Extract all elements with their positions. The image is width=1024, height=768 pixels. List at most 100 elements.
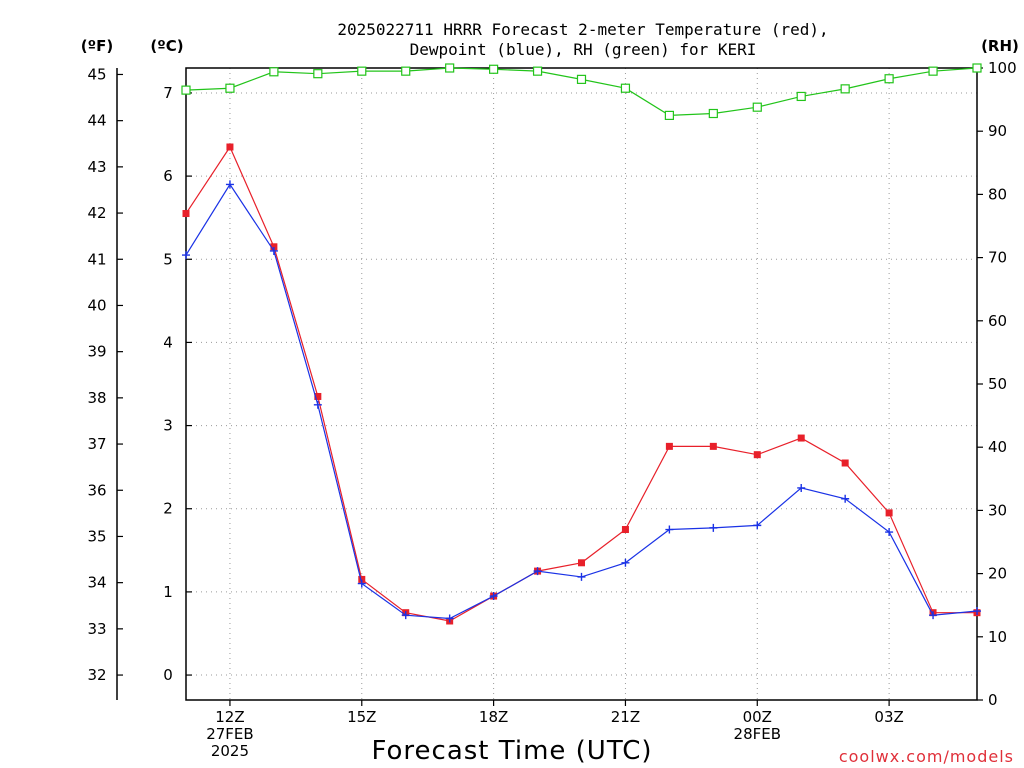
rh-point (928, 66, 938, 76)
rh-point (532, 66, 543, 76)
rh-tick-label: 0 (988, 691, 998, 709)
fahrenheit-tick-label: 36 (87, 481, 106, 499)
series-temperature (182, 143, 981, 625)
rh-axis-unit: (RH) (981, 37, 1019, 55)
rh-point (489, 64, 499, 74)
celsius-tick-label: 3 (163, 417, 173, 435)
rh-tick-label: 90 (988, 122, 1007, 140)
rh-tick-label: 60 (988, 312, 1007, 330)
fahrenheit-tick-label: 41 (87, 250, 106, 268)
rh-point (884, 74, 894, 84)
rh-point (576, 74, 587, 84)
dewpoint-point (269, 246, 278, 255)
rh-tick-label: 80 (988, 185, 1007, 203)
rh-tick-label: 30 (988, 501, 1007, 519)
series-line-dewpoint (185, 183, 978, 620)
dewpoint-point (225, 180, 234, 189)
temperature-point (578, 559, 585, 567)
rh-point (225, 83, 235, 93)
rh-point (796, 91, 806, 102)
fahrenheit-tick-label: 39 (87, 343, 106, 361)
x-axis-title: Forecast Time (UTC) (371, 736, 652, 766)
celsius-tick-label: 5 (163, 250, 173, 268)
temperature-point (314, 392, 322, 400)
fahrenheit-axis-unit: (ºF) (81, 37, 113, 55)
temperature-point (358, 575, 366, 583)
dewpoint-point (445, 614, 454, 623)
dewpoint-point (841, 494, 850, 503)
grid-lines (186, 68, 977, 700)
temperature-point (797, 434, 805, 442)
rh-point (620, 83, 631, 93)
rh-tick-label: 20 (988, 565, 1007, 583)
x-tick-label: 03Z (874, 708, 903, 726)
dewpoint-point (577, 572, 586, 581)
dewpoint-point (313, 400, 322, 409)
x-tick-label: 18Z (479, 708, 508, 726)
temperature-point (665, 442, 673, 450)
celsius-tick-label: 4 (163, 333, 173, 351)
plot-frame (185, 67, 978, 701)
fahrenheit-tick-label: 38 (87, 389, 106, 407)
rh-tick-label: 40 (988, 438, 1007, 456)
series-line-temperature (185, 145, 977, 622)
dewpoint-point (182, 251, 190, 260)
chart-title-line-2: Dewpoint (blue), RH (green) for KERI (410, 40, 757, 59)
temperature-point (841, 459, 849, 467)
fahrenheit-tick-label: 34 (87, 574, 106, 592)
dewpoint-point (489, 592, 498, 601)
x-tick-label: 00Z (743, 708, 772, 726)
dewpoint-point (885, 528, 894, 537)
dewpoint-point (401, 611, 410, 620)
rh-tick-label: 100 (988, 59, 1017, 77)
series-layer (181, 63, 982, 625)
temperature-point (709, 442, 717, 450)
chart-title-line-1: 2025022711 HRRR Forecast 2-meter Tempera… (337, 20, 828, 39)
rh-point (313, 69, 323, 79)
x-tick-label: 12Z (215, 708, 244, 726)
x-tick-label: 28FEB (734, 725, 781, 743)
axes: 3233343536373839404142434445012345670102… (87, 59, 1016, 760)
dewpoint-point (621, 558, 630, 567)
temperature-point (753, 451, 761, 459)
fahrenheit-tick-label: 45 (87, 65, 106, 83)
dewpoint-point (357, 579, 366, 588)
dewpoint-point (929, 611, 938, 620)
rh-tick-label: 50 (988, 375, 1007, 393)
rh-point (445, 63, 455, 73)
rh-point (972, 63, 982, 73)
fahrenheit-tick-label: 43 (87, 158, 106, 176)
rh-point (664, 110, 674, 121)
celsius-tick-label: 6 (163, 167, 173, 185)
celsius-tick-label: 1 (163, 583, 173, 601)
x-tick-label: 2025 (211, 742, 249, 760)
rh-point (752, 102, 762, 112)
celsius-axis-unit: (ºC) (150, 37, 183, 55)
rh-point (357, 66, 367, 76)
dewpoint-point (797, 483, 806, 492)
temperature-point (226, 143, 234, 151)
dewpoint-point (753, 521, 762, 530)
fahrenheit-tick-label: 33 (87, 620, 106, 638)
x-tick-label: 21Z (611, 708, 640, 726)
temperature-point (885, 509, 893, 517)
fahrenheit-tick-label: 40 (87, 296, 106, 314)
celsius-tick-label: 7 (163, 84, 173, 102)
x-tick-label: 27FEB (206, 725, 253, 743)
temperature-point (621, 526, 629, 534)
rh-point (708, 108, 718, 119)
temperature-point (182, 210, 190, 218)
dewpoint-point (533, 567, 542, 576)
fahrenheit-tick-label: 37 (87, 435, 106, 453)
dewpoint-point (665, 525, 674, 534)
celsius-tick-label: 2 (163, 500, 173, 518)
rh-point (401, 66, 411, 76)
rh-point (269, 67, 279, 77)
series-dewpoint (182, 180, 981, 623)
fahrenheit-tick-label: 35 (87, 527, 106, 545)
fahrenheit-tick-label: 32 (87, 666, 106, 684)
rh-tick-label: 70 (988, 249, 1007, 267)
celsius-tick-label: 0 (163, 666, 173, 684)
fahrenheit-tick-label: 44 (87, 112, 106, 130)
dewpoint-point (973, 607, 981, 616)
